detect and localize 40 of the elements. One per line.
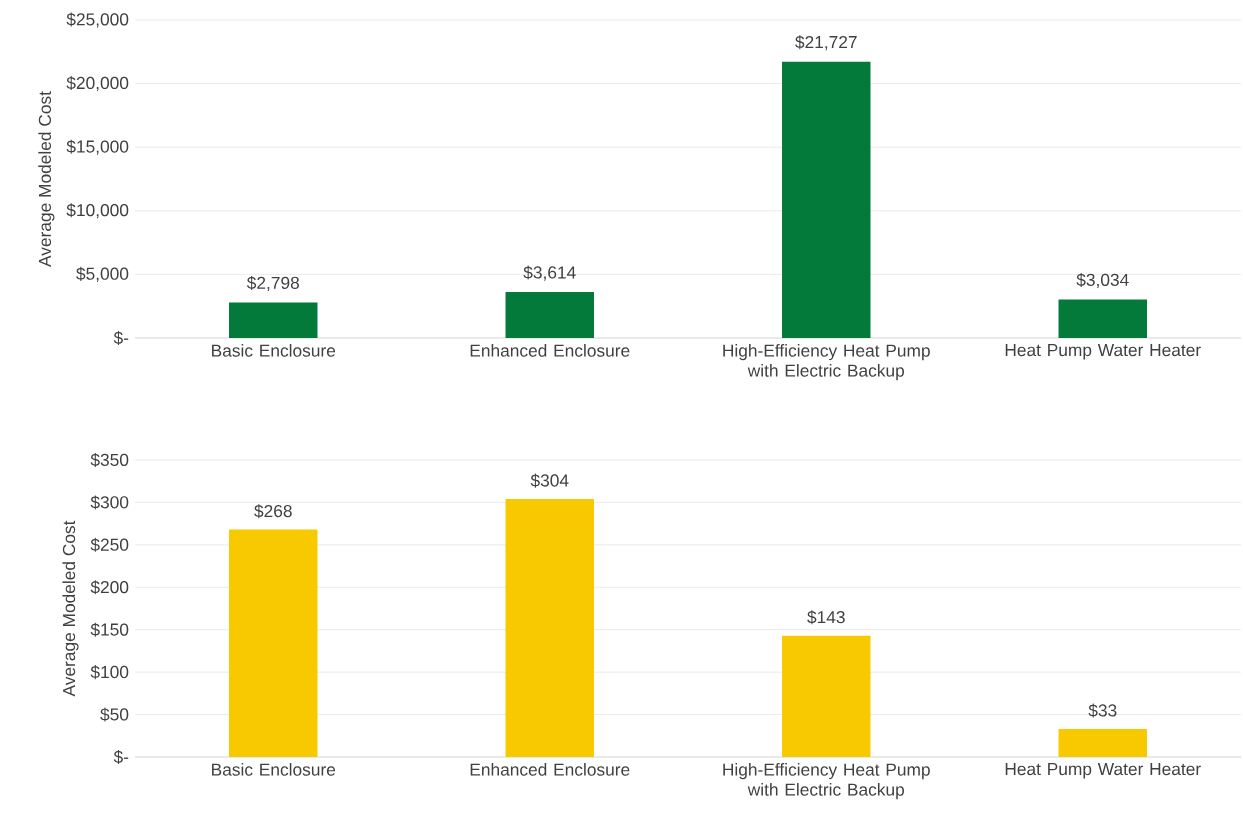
x-tick-label: Heat Pump Water Heater [1005, 763, 1201, 779]
x-tick-label: Enhanced Enclosure [470, 763, 630, 776]
data-label: $304 [530, 473, 569, 488]
bar [505, 292, 594, 338]
y-tick-label: $150 [90, 622, 129, 637]
y-tick-label: $5,000 [76, 266, 129, 282]
bar [1058, 729, 1147, 757]
x-tick-label: Basic Enclosure [212, 763, 336, 776]
x-tick-label: Basic Enclosure [212, 344, 336, 357]
x-tick-label: High-Efficiency Heat Pump with Electric Backup [723, 763, 930, 800]
y-tick-label: $10,000 [66, 203, 129, 219]
y-axis-title: Average Modeled Cost [38, 91, 55, 267]
y-tick-label: $250 [90, 537, 129, 552]
bar [229, 529, 318, 757]
bar [782, 61, 871, 338]
data-label: $3,034 [1076, 272, 1129, 289]
y-tick-label: $20,000 [66, 76, 129, 92]
data-label: $21,727 [795, 35, 857, 51]
y-axis-title: Average Modeled Cost [62, 520, 79, 697]
x-tick-label: High-Efficiency Heat Pump with Electric Backup [723, 344, 930, 381]
y-tick-label: $100 [90, 665, 129, 680]
y-tick-label: $- [113, 330, 129, 345]
bar [782, 635, 871, 757]
bar [505, 499, 594, 757]
data-label: $143 [807, 610, 845, 625]
y-tick-label: $300 [90, 495, 129, 510]
y-tick-label: $25,000 [66, 12, 129, 28]
bar [229, 302, 318, 338]
x-tick-label: Heat Pump Water Heater [1005, 344, 1201, 360]
data-label: $33 [1088, 703, 1117, 718]
y-tick-label: $15,000 [66, 139, 129, 155]
y-tick-label: $- [113, 749, 129, 765]
bar [1058, 299, 1147, 338]
data-label: $2,798 [246, 275, 299, 292]
y-tick-label: $200 [90, 580, 129, 595]
y-tick-label: $50 [100, 707, 129, 722]
y-tick-label: $350 [90, 452, 129, 468]
data-label: $268 [254, 504, 292, 519]
x-tick-label: Enhanced Enclosure [470, 344, 630, 357]
data-label: $3,614 [523, 265, 576, 281]
